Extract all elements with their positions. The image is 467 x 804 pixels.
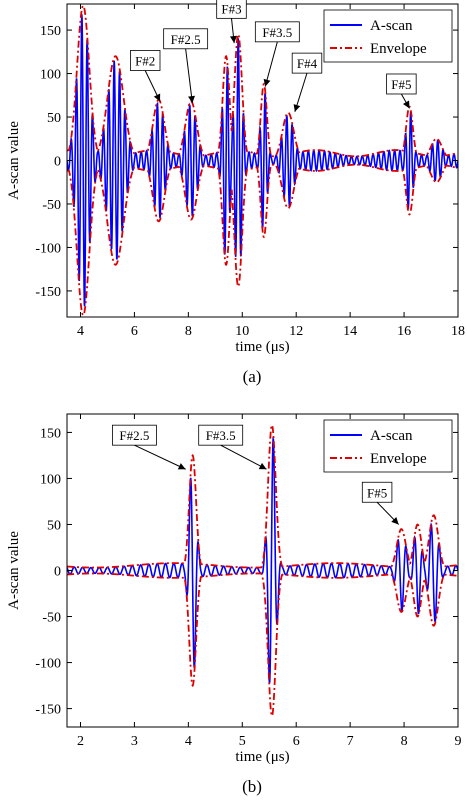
annotation-arrowhead <box>153 93 161 102</box>
annotation: F#4 <box>291 52 323 112</box>
annotation-box <box>129 50 161 71</box>
series-line-ascan <box>67 436 458 684</box>
annotation-box <box>198 424 244 446</box>
annotation: F#2 <box>129 50 161 102</box>
x-tick-label: 4 <box>77 324 84 339</box>
x-tick-label: 12 <box>289 324 303 339</box>
y-tick-label: 100 <box>40 68 61 83</box>
annotation-box <box>216 0 247 19</box>
annotation-arrow <box>134 444 186 470</box>
x-tick-label: 16 <box>397 324 411 339</box>
x-tick-label: 8 <box>185 324 192 339</box>
x-axis-label: time (μs) <box>235 749 289 765</box>
chart-panel-2: 2 3 4 5 6 7 8 9 -150 -100 -50 0 50 100 150 time (μs) A-s… <box>6 413 462 796</box>
y-tick-label: -150 <box>35 285 61 300</box>
x-tick-label: 6 <box>131 324 138 339</box>
y-tick-label: 150 <box>40 24 61 39</box>
legend: A-scan Envelope <box>323 419 453 473</box>
panel-caption: (a) <box>243 367 262 386</box>
annotation-arrowhead <box>293 104 301 112</box>
x-tick-label: 8 <box>401 734 408 749</box>
legend-box <box>323 9 453 63</box>
annotation: F#5 <box>386 73 417 109</box>
annotation-label: F#3.5 <box>206 428 236 443</box>
x-tick-label: 9 <box>455 734 462 749</box>
x-axis-label: time (μs) <box>235 339 289 355</box>
legend-label-envelope: Envelope <box>370 451 427 467</box>
y-tick-label: 0 <box>54 565 61 580</box>
annotation: F#5 <box>361 481 400 525</box>
annotation: F#3.5 <box>254 21 300 87</box>
annotation: F#2.5 <box>163 28 209 104</box>
annotation: F#3 <box>216 0 247 44</box>
y-tick-label: -150 <box>35 703 61 718</box>
legend-label-ascan: A-scan <box>370 18 413 34</box>
series-line-envelope-upper <box>67 423 458 569</box>
series-line-envelope-lower <box>67 572 458 718</box>
annotation-arrowhead <box>188 95 196 104</box>
annotation-box <box>291 52 323 74</box>
series-line-envelope-upper <box>67 4 458 158</box>
annotation: F#2.5 <box>112 424 186 470</box>
annotation-label: F#2.5 <box>119 428 149 443</box>
x-tick-label: 18 <box>451 324 465 339</box>
legend-label-envelope: Envelope <box>370 41 427 57</box>
x-tick-label: 6 <box>293 734 300 749</box>
annotation-arrowhead <box>263 78 271 87</box>
y-tick-label: 150 <box>40 426 61 441</box>
annotation-box <box>163 28 209 50</box>
x-tick-label: 3 <box>131 734 138 749</box>
annotation-box <box>112 424 157 446</box>
x-tick-label: 10 <box>235 324 249 339</box>
annotation-box <box>386 73 417 95</box>
x-tick-label: 4 <box>185 734 192 749</box>
annotation-arrowhead <box>391 517 399 525</box>
x-tick-label: 14 <box>343 324 357 339</box>
annotation: F#3.5 <box>198 424 267 470</box>
annotation-label: F#3 <box>221 1 241 16</box>
annotation-box <box>254 21 300 43</box>
annotation-box <box>361 481 393 503</box>
plot-area <box>67 423 458 718</box>
y-tick-label: -100 <box>35 241 61 256</box>
chart-panel-1: 4 6 8 10 12 14 16 18 -150 -100 -50 0 50 100 150 time (μ… <box>6 0 465 386</box>
y-tick-label: -100 <box>35 657 61 672</box>
annotation-arrow <box>185 48 193 104</box>
x-tick-label: 7 <box>347 734 354 749</box>
y-tick-label: 50 <box>47 518 61 533</box>
x-tick-label: 2 <box>77 734 84 749</box>
annotation-label: F#3.5 <box>262 25 292 40</box>
plot-area <box>67 4 458 317</box>
panel-caption: (b) <box>242 777 262 796</box>
series-line-envelope-lower <box>67 163 458 317</box>
annotation-label: F#2.5 <box>171 32 201 47</box>
y-tick-label: 100 <box>40 472 61 487</box>
annotation-arrowhead <box>229 35 237 44</box>
annotation-arrow <box>264 41 278 87</box>
y-tick-label: 0 <box>54 155 61 170</box>
y-tick-label: -50 <box>42 611 61 626</box>
annotation-arrow <box>220 444 267 470</box>
legend-box <box>323 419 453 473</box>
annotation-label: F#5 <box>391 77 411 92</box>
legend: A-scan Envelope <box>323 9 453 63</box>
y-axis-label: A-scan value <box>6 121 22 200</box>
annotation-arrowhead <box>402 100 410 109</box>
annotation-label: F#4 <box>297 56 318 71</box>
legend-label-ascan: A-scan <box>370 428 413 444</box>
annotation-arrowhead <box>258 462 267 470</box>
y-tick-label: 50 <box>47 111 61 126</box>
annotation-label: F#5 <box>367 485 387 500</box>
y-axis-label: A-scan value <box>6 531 22 610</box>
annotation-label: F#2 <box>135 54 155 69</box>
x-tick-label: 5 <box>239 734 246 749</box>
y-tick-label: -50 <box>42 198 61 213</box>
annotation-arrowhead <box>177 463 186 470</box>
